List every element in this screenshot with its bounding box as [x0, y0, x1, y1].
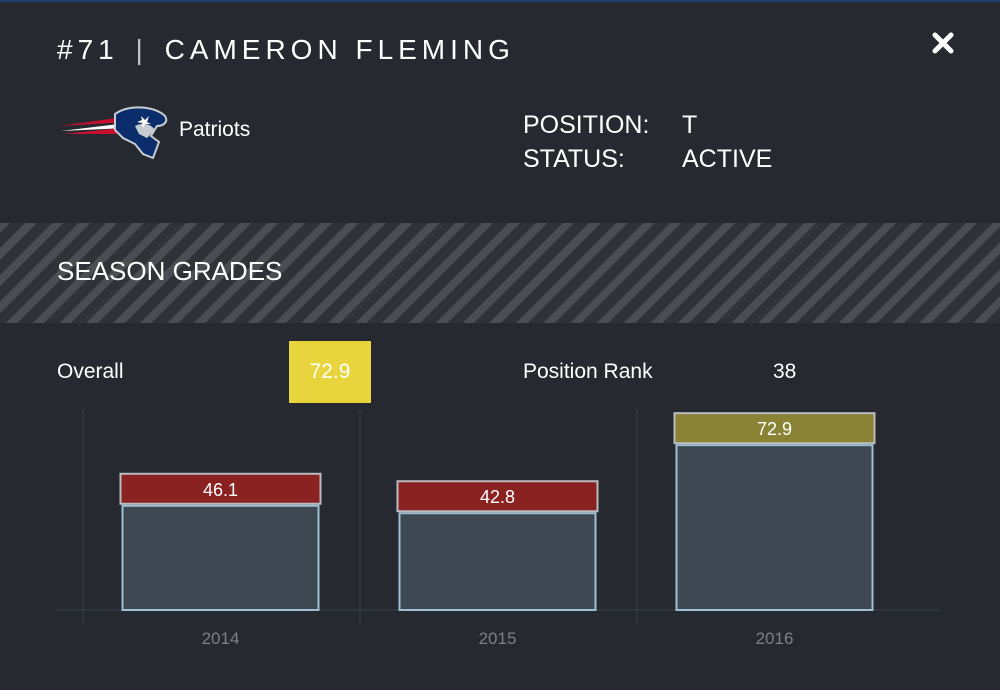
bar-label-box-2015 — [396, 480, 599, 513]
bar-label-box-2014 — [119, 472, 322, 505]
x-tick-label-2014: 2014 — [202, 629, 240, 648]
title-separator: | — [135, 34, 148, 65]
position-label: POSITION: — [523, 111, 650, 139]
bar-label-box-2016 — [673, 412, 876, 445]
bar-value-label-2015: 42.8 — [480, 487, 515, 507]
chart-svg: 46.1 2014 42.8 2015 72.9 2016 — [57, 410, 940, 648]
player-title: #71 | CAMERON FLEMING — [57, 34, 515, 66]
position-value: T — [682, 111, 698, 139]
section-title: SEASON GRADES — [57, 256, 283, 286]
close-button[interactable] — [930, 30, 956, 56]
overall-label: Overall — [57, 360, 124, 383]
close-icon — [932, 32, 954, 54]
position-rank-value: 38 — [773, 360, 797, 383]
status-value: ACTIVE — [682, 145, 773, 173]
status-label: STATUS: — [523, 145, 625, 173]
top-accent-line — [0, 0, 1000, 2]
patriots-logo — [59, 106, 168, 160]
position-rank-label: Position Rank — [523, 360, 653, 383]
season-grades-chart: 46.1 2014 42.8 2015 72.9 2016 — [0, 400, 1000, 690]
overall-grade-badge: 72.9 — [289, 341, 371, 403]
bar-value-label-2016: 72.9 — [757, 419, 792, 439]
bar-2016 — [675, 444, 874, 612]
bar-value-label-2014: 46.1 — [203, 480, 238, 500]
bar-2015 — [398, 512, 597, 611]
team-name: Patriots — [179, 118, 251, 141]
x-tick-label-2016: 2016 — [756, 629, 794, 648]
bar-2014 — [121, 504, 320, 611]
player-name: CAMERON FLEMING — [164, 34, 515, 65]
player-number: #71 — [57, 34, 119, 65]
x-tick-label-2015: 2015 — [479, 629, 517, 648]
section-header-band — [0, 223, 1000, 323]
